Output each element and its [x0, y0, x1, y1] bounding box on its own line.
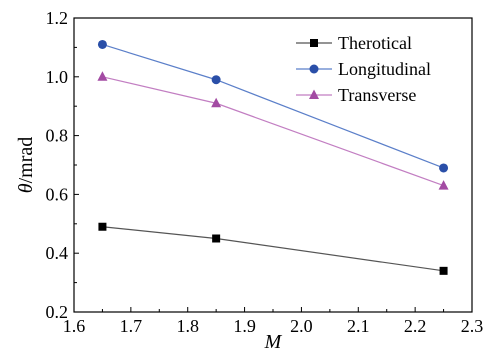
- legend-item: Transverse: [296, 85, 416, 105]
- x-tick-label: 1.7: [120, 316, 143, 336]
- data-point: [212, 234, 221, 243]
- data-point: [439, 163, 449, 173]
- data-point: [211, 97, 222, 108]
- legend-marker: [310, 39, 318, 47]
- x-tick-label: 1.8: [176, 316, 199, 336]
- y-tick-label: 0.8: [46, 126, 69, 146]
- y-tick-label: 1.0: [46, 67, 69, 87]
- data-point: [438, 180, 449, 190]
- x-tick-label: 2.0: [290, 316, 313, 336]
- x-tick-label: 2.2: [404, 316, 427, 336]
- series-longitudinal: [97, 39, 449, 173]
- data-point: [211, 75, 221, 85]
- legend-label: Transverse: [338, 85, 416, 105]
- x-tick-label: 1.6: [63, 316, 86, 336]
- x-tick-label: 2.1: [347, 316, 370, 336]
- y-axis-symbol: θ: [15, 183, 37, 193]
- y-ticks: 0.2 0.4 0.6 0.8 1.0 1.2: [46, 8, 79, 322]
- series-therotical: [98, 222, 448, 275]
- legend-item: Longitudinal: [296, 59, 431, 79]
- x-tick-label: 2.3: [461, 316, 484, 336]
- y-tick-label: 0.6: [46, 184, 69, 204]
- legend-label: Longitudinal: [338, 59, 431, 79]
- data-point: [97, 71, 108, 81]
- x-tick-label: 1.9: [233, 316, 256, 336]
- series-layer: [97, 39, 449, 275]
- data-point: [98, 222, 107, 231]
- data-point: [439, 266, 448, 275]
- data-point: [97, 39, 107, 49]
- y-axis-unit: /mrad: [15, 137, 37, 184]
- series-line: [102, 226, 444, 272]
- y-tick-label: 0.2: [46, 302, 69, 322]
- y-axis-title: θ/mrad: [15, 137, 37, 193]
- y-tick-label: 0.4: [46, 243, 69, 263]
- x-axis-title: M: [264, 331, 283, 353]
- legend-marker: [309, 89, 319, 99]
- legend: Therotical Longitudinal Transverse: [296, 33, 431, 105]
- legend-item: Therotical: [296, 33, 412, 53]
- legend-marker: [309, 64, 319, 74]
- series-transverse: [97, 71, 449, 190]
- y-tick-label: 1.2: [46, 8, 69, 28]
- x-ticks: 1.6 1.7 1.8 1.9 2.0 2.1 2.2 2.3: [63, 307, 484, 336]
- legend-label: Therotical: [338, 33, 412, 53]
